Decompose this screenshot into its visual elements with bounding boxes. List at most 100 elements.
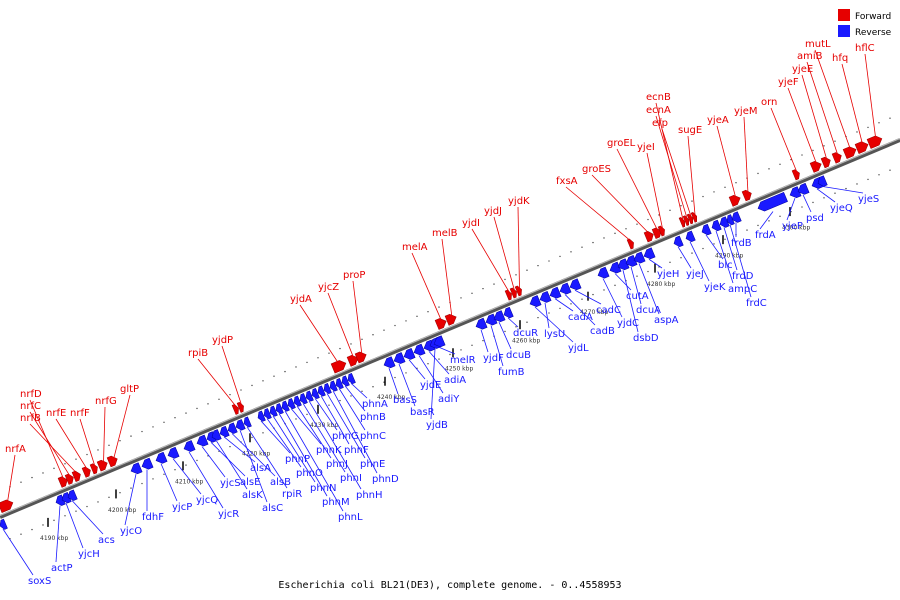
gene-leader-line (338, 388, 366, 431)
scale-dot (394, 376, 396, 379)
scale-dot (823, 145, 825, 147)
gene-leader-line (661, 128, 692, 217)
scale-dot (702, 247, 704, 250)
forward-gene-label: yjeM (734, 106, 757, 117)
forward-gene-arrow (690, 212, 698, 223)
gene-leader-line (490, 325, 504, 367)
scale-dot (878, 122, 880, 124)
scale-dot (97, 501, 99, 503)
gene-shape (235, 419, 246, 431)
reverse-gene-label: yjcO (120, 526, 142, 537)
forward-gene-label: nrfB (20, 413, 41, 424)
backbone-highlight (0, 138, 900, 516)
scale-dot (724, 238, 726, 241)
reverse-gene-arrow (323, 383, 332, 395)
scale-tick-label: 4290 kbp (715, 252, 743, 259)
gene-leader-line (438, 346, 456, 355)
gene-shape (227, 422, 238, 434)
gene-leader-line (418, 355, 444, 394)
scale-dot (449, 353, 451, 356)
forward-gene-label: sugE (678, 125, 702, 136)
reverse-gene-label: phnK (316, 445, 342, 456)
reverse-gene-arrow (341, 375, 350, 387)
scale-dot (713, 191, 715, 193)
scale-dot (592, 241, 594, 244)
reverse-gene-label: dsbD (633, 333, 659, 344)
gene-leader-line (471, 228, 510, 293)
gene-shape (293, 395, 302, 407)
scale-tick-label: 4280 kbp (647, 281, 675, 288)
gene-shape (335, 377, 344, 389)
reverse-gene-arrow (393, 352, 406, 364)
gene-leader-line (398, 363, 416, 407)
reverse-gene-label: yjeH (657, 269, 679, 280)
reverse-gene-arrow (167, 446, 180, 459)
scale-dot (251, 384, 253, 387)
gene-leader-line (630, 266, 642, 305)
scale-dot (691, 200, 693, 202)
gene-leader-line (284, 410, 344, 512)
forward-gene-label: nrfF (70, 408, 90, 419)
forward-gene-arrow (866, 135, 883, 149)
gene-shape (503, 306, 514, 319)
gene-shape (354, 351, 367, 364)
forward-gene-arrow (809, 161, 822, 173)
scale-dot (295, 418, 297, 420)
scale-dot (53, 467, 55, 470)
scale-dot (97, 449, 99, 451)
scale-dot (141, 430, 143, 433)
gene-shape (287, 398, 296, 410)
scale-dot (262, 432, 264, 434)
reverse-gene-arrow (335, 377, 344, 389)
gene-shape (141, 457, 154, 470)
gene-shape (493, 310, 506, 323)
forward-gene-label: yjeE (792, 64, 813, 75)
scale-dot (768, 168, 770, 170)
reverse-gene-arrow (617, 258, 630, 271)
gene-leader-line (480, 329, 489, 353)
reverse-gene-arrow (493, 310, 506, 323)
forward-gene-label: mutL (805, 39, 831, 50)
scale-dot (64, 515, 66, 517)
scale-dot (361, 390, 363, 393)
gene-shape (728, 194, 741, 207)
reverse-gene-label: phnH (356, 490, 383, 501)
gene-leader-line (272, 415, 316, 483)
reverse-gene-arrow (625, 254, 638, 267)
scale-dot (779, 215, 781, 217)
reverse-gene-arrow (726, 214, 735, 226)
legend-reverse-swatch (838, 25, 850, 37)
gene-leader-line (290, 408, 322, 445)
reverse-gene-arrow (219, 425, 230, 438)
reverse-gene-label: alsC (262, 503, 283, 514)
gene-shape (539, 290, 552, 303)
scale-dot (174, 416, 176, 419)
gene-shape (275, 403, 284, 415)
reverse-gene-label: frdB (731, 238, 752, 249)
forward-gene-arrow (686, 213, 694, 225)
gene-shape (673, 235, 684, 248)
reverse-gene-label: basR (410, 407, 435, 418)
reverse-gene-arrow (257, 410, 266, 422)
reverse-gene-label: dcuR (513, 328, 538, 339)
scale-dot (31, 528, 33, 531)
gene-shape (842, 146, 857, 159)
gene-shape (269, 405, 278, 417)
forward-gene-arrow (71, 470, 81, 482)
scale-dot (372, 334, 374, 336)
scale-tick-label: 4300 kbp (782, 224, 810, 231)
gene-leader-line (55, 505, 61, 563)
gene-leader-line (314, 398, 338, 431)
forward-gene-label: groEL (607, 138, 636, 149)
scale-dot (306, 361, 308, 364)
scale-dot (735, 181, 737, 184)
gene-shape (789, 186, 802, 199)
gene-shape (155, 451, 168, 464)
gene-shape (0, 518, 8, 530)
scale-dot (196, 459, 198, 462)
reverse-gene-label: acs (98, 535, 115, 546)
reverse-gene-arrow (287, 398, 296, 410)
gene-shape (281, 400, 290, 412)
gene-leader-line (388, 368, 399, 395)
forward-gene-arrow (678, 217, 686, 228)
